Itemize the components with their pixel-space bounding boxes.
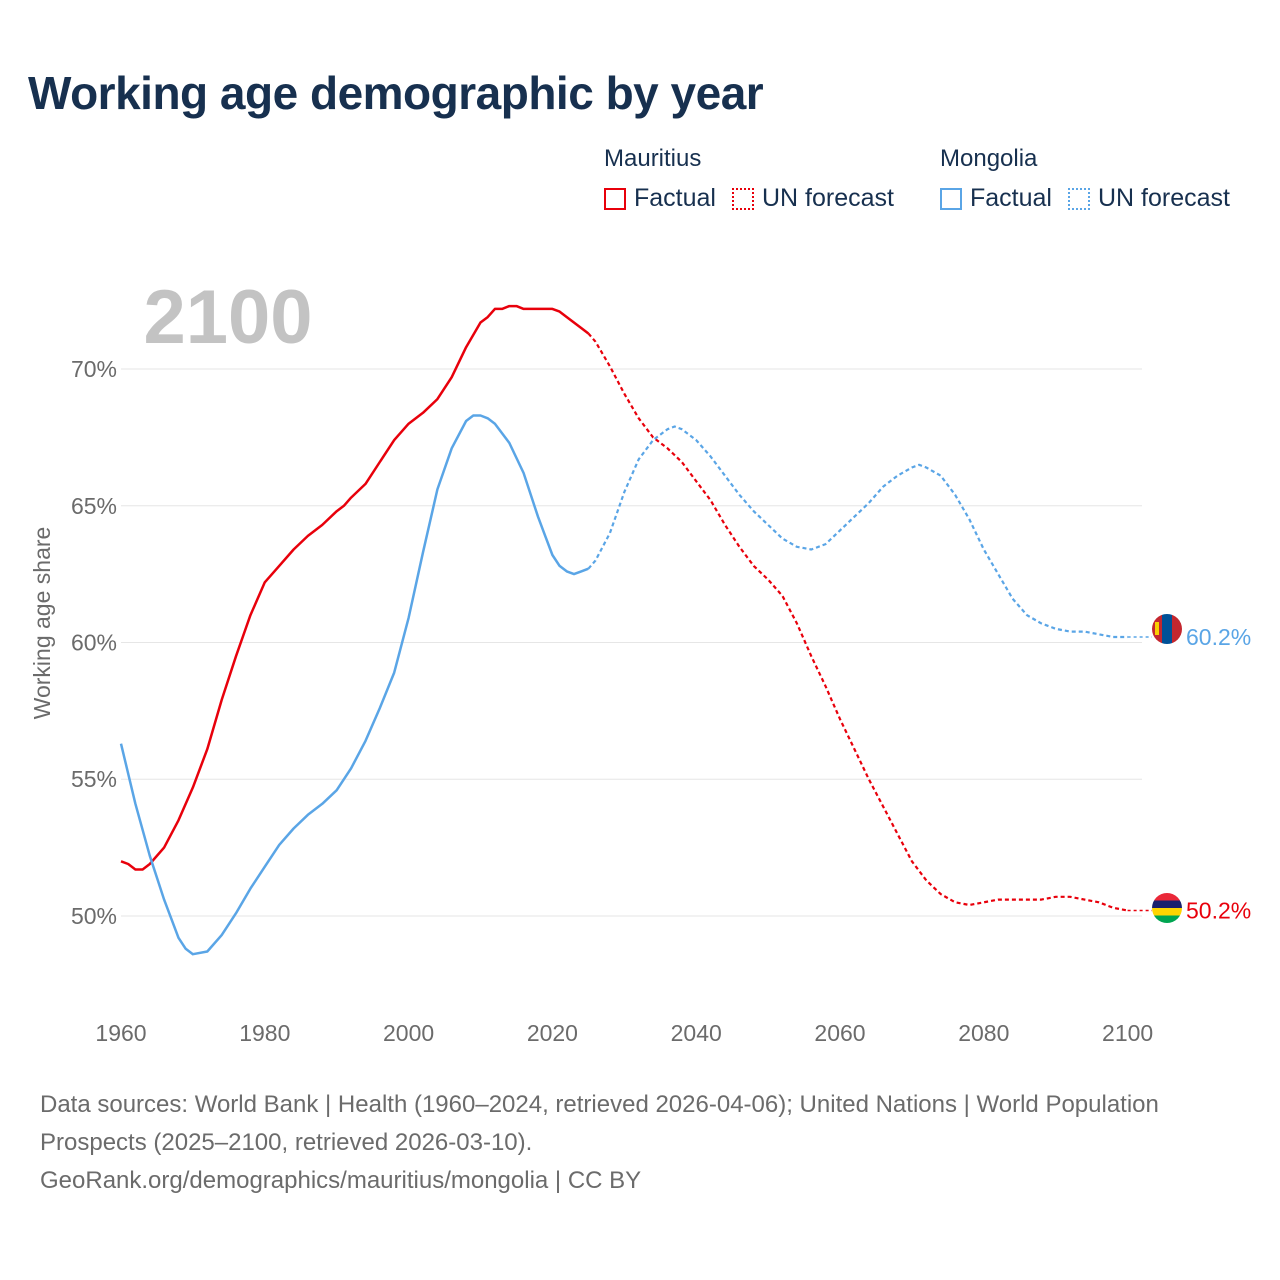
year-watermark: 2100 [143,275,312,360]
chart-title: Working age demographic by year [28,67,764,119]
x-tick-label: 1980 [239,1020,290,1046]
mongolia-end-value-label: 60.2% [1186,624,1251,650]
x-tick-label: 2100 [1102,1020,1153,1046]
legend-country-label: Mongolia [940,145,1038,172]
legend-factual-label: Factual [634,184,716,212]
legend-forecast-label: UN forecast [1097,184,1230,212]
x-tick-label: 2040 [671,1020,722,1046]
forecast-line-swatch-icon [731,187,754,210]
legend-country-label: Mauritius [604,145,702,172]
y-tick-label: 50% [71,903,117,929]
mauritius-forecast-line[interactable] [587,332,1128,912]
mongolia-flag-icon [1152,614,1182,644]
forecast-line-swatch-icon [1067,187,1090,210]
mauritius-flag-icon [1152,893,1182,923]
y-tick-label: 70% [71,356,117,382]
line-chart: 50% 55% 60% 65% 70% 1960 1980 2000 2020 2040 2060 2… [29,275,1251,1046]
factual-line-swatch-icon [940,187,962,210]
mauritius-end-value-label: 50.2% [1186,897,1251,923]
x-tick-label: 1960 [95,1020,146,1046]
footer-sources: Data sources: World Bank | Health (1960–… [40,1091,1159,1156]
x-tick-label: 2020 [527,1020,578,1046]
y-axis-label: Working age share [29,527,55,720]
footer-url[interactable]: GeoRank.org/demographics/mauritius/mongo… [40,1167,642,1194]
y-tick-label: 65% [71,493,117,519]
factual-line-swatch-icon [604,187,626,210]
x-tick-label: 2000 [383,1020,434,1046]
y-tick-label: 55% [71,766,117,792]
mauritius-factual-line[interactable] [120,304,590,871]
mongolia-forecast-line[interactable] [587,425,1128,639]
legend-mauritius[interactable]: Mauritius Factual UN forecast [604,144,910,213]
x-tick-label: 2060 [814,1020,865,1046]
mongolia-factual-line[interactable] [119,414,589,956]
legend-forecast-label: UN forecast [761,184,894,212]
y-tick-label: 60% [71,630,117,656]
legend-mongolia[interactable]: Mongolia Factual UN forecast [940,144,1230,213]
x-tick-label: 2080 [958,1020,1009,1046]
footer: Data sources: World Bank | Health (1960–… [40,1086,1240,1200]
legend-factual-label: Factual [970,184,1052,212]
